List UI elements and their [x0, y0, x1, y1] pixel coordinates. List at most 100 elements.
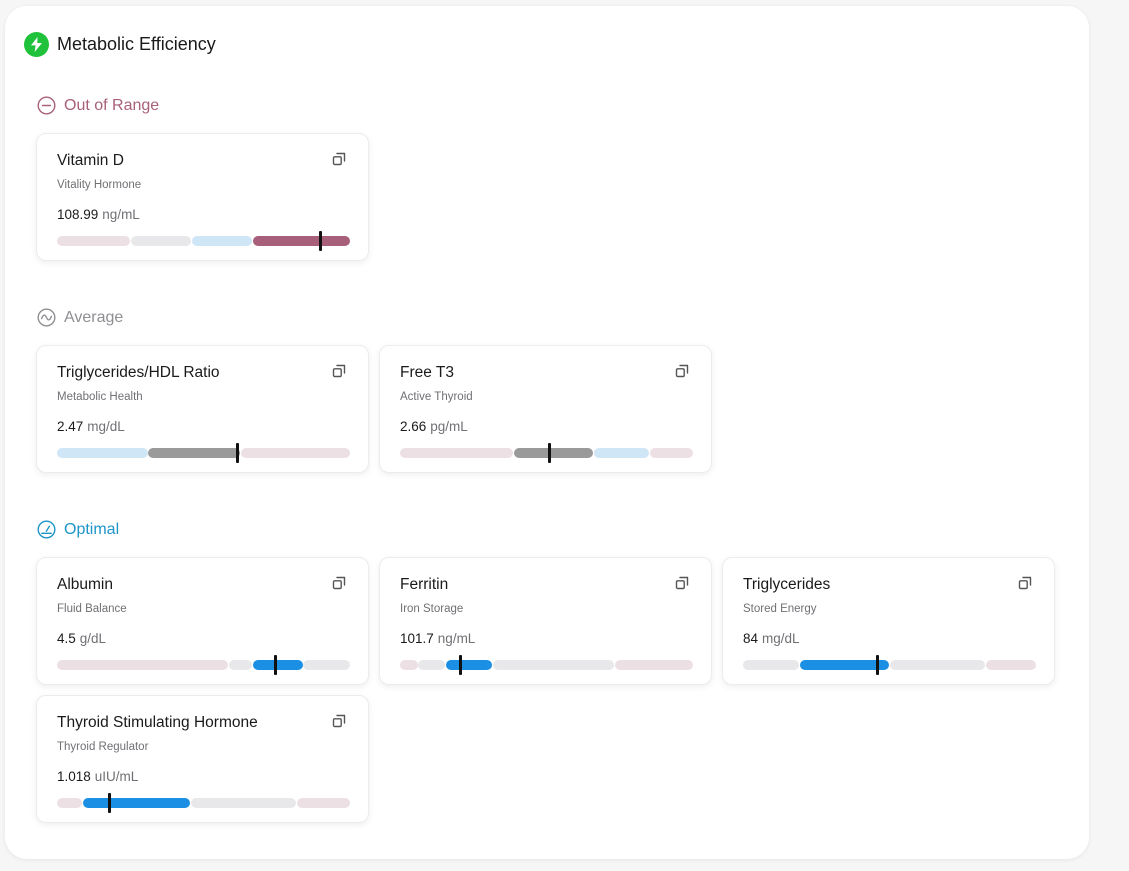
range-segment: [649, 448, 693, 458]
value-marker: [235, 443, 239, 463]
panel-header: Metabolic Efficiency: [24, 32, 216, 57]
range-segment: [57, 448, 148, 458]
lightning-bolt-icon: [24, 32, 49, 57]
section-header-out-of-range: Out of Range: [37, 96, 159, 115]
biomarker-value-row: 4.5 g/dL: [57, 631, 106, 646]
range-bar: [743, 655, 1036, 675]
biomarker-subtitle: Thyroid Regulator: [57, 741, 149, 753]
range-bar: [400, 655, 693, 675]
biomarker-value: 2.66: [400, 419, 427, 434]
range-segment: [446, 660, 493, 670]
range-segment: [82, 798, 191, 808]
range-bar: [57, 793, 350, 813]
range-segment: [303, 660, 350, 670]
biomarker-value-row: 1.018 uIU/mL: [57, 769, 138, 784]
biomarker-unit: uIU/mL: [94, 769, 139, 784]
range-segment: [400, 448, 513, 458]
expand-icon[interactable]: [332, 576, 346, 590]
range-segment: [493, 660, 614, 670]
range-segment: [252, 236, 350, 246]
range-segment: [985, 660, 1036, 670]
range-segment: [296, 798, 350, 808]
range-segment: [147, 448, 241, 458]
range-segment: [418, 660, 446, 670]
value-marker: [108, 793, 112, 813]
biomarker-name: Albumin: [57, 576, 113, 593]
value-marker: [876, 655, 880, 675]
range-segment: [192, 236, 252, 246]
range-segment: [614, 660, 693, 670]
biomarker-name: Triglycerides: [743, 576, 831, 593]
section-header-average: Average: [37, 308, 123, 327]
value-marker: [319, 231, 323, 251]
range-segment: [191, 798, 296, 808]
expand-icon[interactable]: [675, 576, 689, 590]
biomarker-value: 2.47: [57, 419, 84, 434]
range-bar: [400, 443, 693, 463]
biomarker-name: Triglycerides/HDL Ratio: [57, 364, 220, 381]
range-segment: [252, 660, 303, 670]
biomarker-name: Free T3: [400, 364, 454, 381]
value-marker: [547, 443, 551, 463]
range-segment: [57, 236, 131, 246]
biomarker-card-thyroid-stimulating-hormone[interactable]: Thyroid Stimulating Hormone Thyroid Regul…: [36, 695, 369, 823]
range-bar: [57, 231, 350, 251]
biomarker-value-row: 2.47 mg/dL: [57, 419, 125, 434]
biomarker-value-row: 108.99 ng/mL: [57, 207, 140, 222]
expand-icon[interactable]: [332, 152, 346, 166]
biomarker-value: 101.7: [400, 631, 434, 646]
range-segment: [400, 660, 418, 670]
range-segment: [743, 660, 799, 670]
biomarker-card-triglycerides[interactable]: Triglycerides Stored Energy 84 mg/dL: [722, 557, 1055, 685]
section-label: Average: [64, 308, 124, 326]
wave-circle-icon: [37, 308, 56, 327]
range-segment: [229, 660, 252, 670]
biomarker-value-row: 2.66 pg/mL: [400, 419, 468, 434]
expand-icon[interactable]: [1018, 576, 1032, 590]
biomarker-unit: mg/dL: [87, 419, 125, 434]
metabolic-efficiency-panel: Metabolic Efficiency Out of Range Averag…: [5, 6, 1089, 859]
biomarker-card-triglycerides-hdl-ratio[interactable]: Triglycerides/HDL Ratio Metabolic Health 2…: [36, 345, 369, 473]
biomarker-card-albumin[interactable]: Albumin Fluid Balance 4.5 g/dL: [36, 557, 369, 685]
range-segment: [241, 448, 350, 458]
biomarker-value-row: 84 mg/dL: [743, 631, 800, 646]
biomarker-unit: ng/mL: [437, 631, 476, 646]
biomarker-card-vitamin-d[interactable]: Vitamin D Vitality Hormone 108.99 ng/mL: [36, 133, 369, 261]
biomarker-subtitle: Metabolic Health: [57, 391, 143, 403]
biomarker-value: 4.5: [57, 631, 76, 646]
range-bar: [57, 443, 350, 463]
expand-icon[interactable]: [675, 364, 689, 378]
section-label: Optimal: [64, 520, 120, 538]
biomarker-value-row: 101.7 ng/mL: [400, 631, 475, 646]
range-segment: [57, 660, 229, 670]
biomarker-name: Vitamin D: [57, 152, 124, 169]
biomarker-subtitle: Vitality Hormone: [57, 179, 142, 191]
expand-icon[interactable]: [332, 364, 346, 378]
biomarker-unit: mg/dL: [762, 631, 800, 646]
range-segment: [131, 236, 192, 246]
value-marker: [458, 655, 462, 675]
biomarker-value: 108.99: [57, 207, 99, 222]
minus-circle-icon: [37, 96, 56, 115]
biomarker-subtitle: Fluid Balance: [57, 603, 127, 615]
range-segment: [57, 798, 82, 808]
section-header-optimal: Optimal: [37, 520, 119, 539]
biomarker-card-free-t3[interactable]: Free T3 Active Thyroid 2.66 pg/mL: [379, 345, 712, 473]
biomarker-value: 1.018: [57, 769, 91, 784]
biomarker-subtitle: Iron Storage: [400, 603, 464, 615]
range-segment: [799, 660, 890, 670]
biomarker-card-ferritin[interactable]: Ferritin Iron Storage 101.7 ng/mL: [379, 557, 712, 685]
section-label: Out of Range: [64, 96, 160, 114]
gauge-icon: [37, 520, 56, 539]
range-segment: [593, 448, 650, 458]
biomarker-subtitle: Stored Energy: [743, 603, 817, 615]
range-bar: [57, 655, 350, 675]
value-marker: [273, 655, 277, 675]
biomarker-unit: g/dL: [79, 631, 107, 646]
biomarker-name: Ferritin: [400, 576, 449, 593]
biomarker-subtitle: Active Thyroid: [400, 391, 473, 403]
expand-icon[interactable]: [332, 714, 346, 728]
biomarker-value: 84: [743, 631, 759, 646]
biomarker-name: Thyroid Stimulating Hormone: [57, 714, 258, 731]
biomarker-unit: ng/mL: [102, 207, 140, 222]
